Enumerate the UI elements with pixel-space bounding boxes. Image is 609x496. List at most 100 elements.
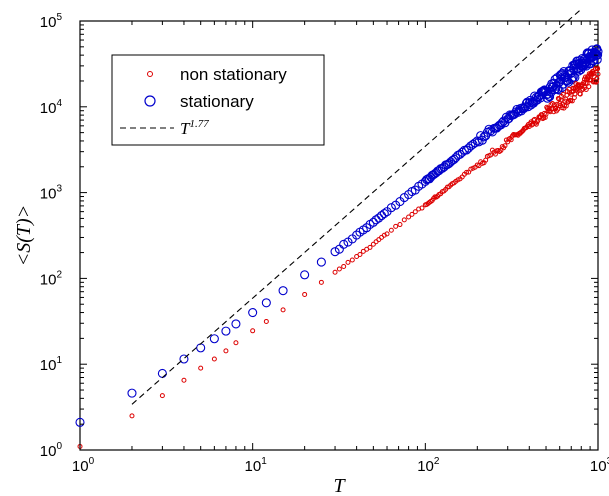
data-point bbox=[581, 79, 587, 85]
data-point bbox=[555, 106, 561, 112]
data-point bbox=[591, 49, 601, 59]
y-tick-label: 102 bbox=[40, 269, 63, 288]
data-point bbox=[430, 169, 440, 179]
data-point bbox=[553, 84, 563, 94]
data-point bbox=[345, 259, 351, 265]
data-point bbox=[261, 298, 271, 308]
legend-box bbox=[111, 54, 325, 146]
data-point bbox=[179, 354, 189, 364]
data-marks bbox=[75, 8, 603, 449]
data-point bbox=[302, 291, 308, 297]
data-point bbox=[370, 241, 376, 247]
data-point bbox=[399, 193, 409, 203]
data-point bbox=[554, 85, 564, 95]
data-point bbox=[419, 205, 425, 211]
data-point bbox=[332, 269, 338, 275]
legend-label: non stationary bbox=[180, 65, 287, 84]
x-tick-label: 100 bbox=[72, 456, 95, 475]
data-point bbox=[196, 343, 206, 353]
data-point bbox=[502, 143, 508, 149]
data-point bbox=[533, 121, 539, 127]
y-tick-label: 105 bbox=[40, 12, 63, 31]
data-point bbox=[181, 377, 187, 383]
data-point bbox=[330, 247, 340, 257]
x-axis-label: T bbox=[333, 475, 346, 496]
data-point bbox=[488, 152, 494, 158]
data-point bbox=[562, 98, 568, 104]
data-point bbox=[349, 257, 355, 263]
data-point bbox=[263, 318, 269, 324]
data-point bbox=[393, 223, 399, 229]
plot-area bbox=[79, 20, 599, 451]
data-point bbox=[379, 208, 389, 219]
data-point bbox=[388, 227, 394, 233]
data-point bbox=[223, 348, 229, 354]
data-point bbox=[545, 92, 555, 102]
data-point bbox=[209, 334, 219, 344]
data-point bbox=[362, 223, 372, 233]
data-point bbox=[534, 119, 540, 125]
data-point bbox=[476, 163, 482, 169]
data-point bbox=[520, 102, 530, 112]
axis-ticks: 100 101 102 103 100 101 102 103 104 105 bbox=[40, 12, 609, 475]
data-point bbox=[198, 365, 204, 371]
data-point bbox=[336, 266, 342, 272]
data-point bbox=[406, 214, 412, 220]
data-point bbox=[367, 244, 373, 250]
data-point bbox=[583, 86, 589, 92]
data-point bbox=[586, 84, 592, 90]
data-point bbox=[357, 252, 363, 258]
data-point bbox=[384, 231, 390, 237]
data-point bbox=[341, 263, 347, 269]
data-point bbox=[211, 356, 217, 362]
data-point bbox=[318, 279, 324, 285]
data-point bbox=[468, 139, 478, 149]
data-point bbox=[75, 417, 85, 427]
legend-marker-stationary bbox=[144, 95, 156, 107]
data-point bbox=[572, 91, 578, 97]
data-point bbox=[221, 326, 231, 336]
data-point bbox=[591, 70, 597, 76]
data-point bbox=[401, 217, 407, 223]
data-point bbox=[365, 219, 375, 230]
y-tick-label: 103 bbox=[40, 184, 63, 203]
y-tick-label: 104 bbox=[40, 98, 63, 117]
data-point bbox=[127, 388, 137, 398]
data-point bbox=[451, 180, 457, 186]
data-point bbox=[479, 132, 489, 142]
legend: non stationary stationary T1.77 bbox=[111, 54, 325, 146]
plot-frame bbox=[79, 20, 599, 451]
data-point bbox=[250, 328, 256, 334]
data-point bbox=[300, 270, 310, 280]
data-point bbox=[593, 79, 599, 85]
data-point bbox=[409, 211, 415, 217]
data-point bbox=[159, 393, 165, 399]
data-point bbox=[529, 122, 535, 128]
data-point bbox=[486, 126, 496, 136]
data-point bbox=[231, 319, 241, 329]
data-point bbox=[447, 155, 457, 165]
data-point bbox=[457, 147, 467, 157]
x-tick-label: 102 bbox=[417, 456, 440, 475]
data-point bbox=[278, 286, 288, 296]
y-tick-label: 100 bbox=[40, 441, 63, 460]
data-point bbox=[433, 166, 443, 176]
data-point bbox=[591, 44, 601, 54]
data-point bbox=[377, 211, 387, 221]
data-point bbox=[593, 50, 603, 60]
data-point bbox=[542, 115, 548, 121]
data-point bbox=[435, 193, 441, 199]
data-point bbox=[347, 234, 357, 244]
data-point bbox=[374, 213, 384, 223]
data-point bbox=[339, 239, 349, 249]
data-point bbox=[386, 203, 396, 213]
data-point bbox=[316, 257, 326, 267]
y-tick-label: 101 bbox=[40, 355, 63, 374]
data-point bbox=[129, 413, 135, 419]
legend-label: T1.77 bbox=[180, 118, 209, 138]
y-axis-label: <S(T)> bbox=[13, 205, 35, 266]
data-point bbox=[540, 116, 546, 122]
legend-label: stationary bbox=[180, 92, 254, 111]
x-tick-label: 103 bbox=[590, 456, 609, 475]
